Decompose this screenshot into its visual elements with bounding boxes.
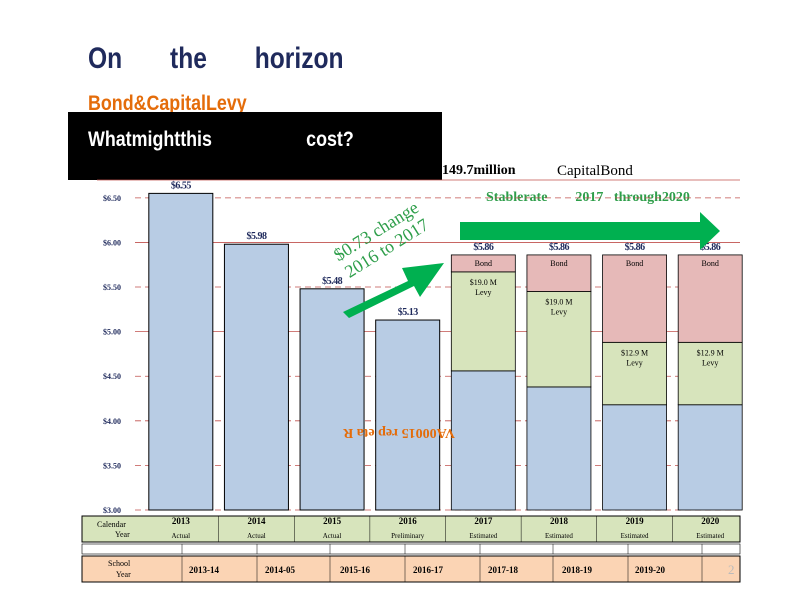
school-year: 2016-17 (413, 565, 443, 575)
bar-bond-segment (677, 254, 743, 343)
levy-segment-label: Levy (702, 358, 718, 367)
y-tick-label: $6.50 (103, 194, 121, 203)
school-year: 2013-14 (189, 565, 219, 575)
bar-levy-segment (526, 291, 592, 388)
stable-rate-note: Stablerate 2017 through2020 (486, 190, 690, 205)
levy-segment-label: Levy (475, 288, 491, 297)
levy-amount-label: $19.0 M (470, 278, 497, 287)
question-text: Whatmightthis cost? (88, 128, 354, 151)
slide-title: On the horizon (88, 42, 344, 75)
calendar-year: 2017 (474, 516, 493, 526)
rotated-rate-label: VA00015 rep eta R (343, 425, 455, 440)
y-axis-ticks: $3.00 $3.50 $4.00 $4.50 $5.00 $5.50 $6.00 $6.50 (103, 194, 121, 515)
bar-value-label: $5.13 (398, 307, 419, 318)
bar-value-label: $5.86 (549, 242, 570, 253)
y-tick-label: $3.00 (103, 506, 121, 515)
levy-segment-label: Levy (626, 358, 642, 367)
bar-base-segment (450, 370, 516, 511)
bond-amount: 149.7million (442, 163, 516, 178)
y-tick-label: $5.00 (103, 328, 121, 337)
calendar-year: 2016 (399, 516, 418, 526)
bar (148, 192, 214, 511)
change-arrow (343, 263, 444, 318)
bar (375, 319, 441, 511)
y-tick-label: $6.00 (103, 238, 121, 247)
bar-bond-segment (602, 254, 667, 343)
bar-value-label: $5.86 (700, 242, 721, 253)
calendar-year: 2014 (247, 516, 266, 526)
bond-segment-label: Bond (550, 259, 567, 268)
bar-levy-segment (677, 341, 743, 406)
school-year: 2019-20 (635, 565, 665, 575)
bar-value-label: $5.86 (473, 242, 494, 253)
calendar-year: 2015 (323, 516, 342, 526)
year-table: CalendarYear2013Actual2014Actual2015Actu… (81, 515, 741, 583)
calendar-header: Year (115, 530, 130, 539)
calendar-status: Actual (323, 532, 342, 540)
levy-amount-label: $19.0 M (545, 297, 572, 306)
calendar-year: 2019 (626, 516, 645, 526)
y-tick-label: $3.50 (103, 461, 121, 470)
calendar-year: 2020 (701, 516, 720, 526)
calendar-header: Calendar (97, 520, 126, 529)
y-tick-label: $4.50 (103, 372, 121, 381)
calendar-status: Actual (171, 532, 190, 540)
school-year: 2018-19 (562, 565, 592, 575)
bond-segment-label: Bond (702, 259, 719, 268)
school-year: 2015-16 (340, 565, 370, 575)
spacer-row (81, 543, 741, 555)
school-row (81, 555, 741, 583)
bar-bond-segment (450, 254, 516, 273)
calendar-status: Estimated (469, 532, 497, 540)
bar-levy-segment (602, 341, 667, 406)
bond-segment-label: Bond (475, 259, 492, 268)
y-tick-label: $4.00 (103, 417, 121, 426)
calendar-status: Estimated (696, 532, 724, 540)
levy-amount-label: $12.9 M (697, 348, 724, 357)
bar (223, 243, 289, 511)
bar-value-label: $6.55 (171, 180, 192, 191)
bar-base-segment (602, 404, 667, 511)
calendar-year: 2018 (550, 516, 569, 526)
calendar-status: Preliminary (391, 532, 425, 540)
bar-base-segment (677, 404, 743, 511)
bar-base-segment (526, 386, 592, 511)
bar-value-label: $5.48 (322, 276, 343, 287)
y-tick-label: $5.50 (103, 283, 121, 292)
school-header: School (108, 559, 131, 568)
bar (299, 288, 365, 511)
capital-bond-label: CapitalBond (557, 163, 633, 179)
bar-value-label: $5.86 (625, 242, 646, 253)
bar-value-label: $5.98 (246, 231, 267, 242)
calendar-year: 2013 (172, 516, 191, 526)
stable-arrow (460, 212, 720, 250)
arrows (343, 212, 720, 318)
school-header: Year (116, 570, 131, 579)
school-year: 2017-18 (488, 565, 518, 575)
school-year: 2014-05 (265, 565, 295, 575)
bar-levy-segment (450, 271, 516, 372)
calendar-status: Actual (247, 532, 266, 540)
page-number: 2 (728, 562, 735, 577)
levy-amount-label: $12.9 M (621, 348, 648, 357)
calendar-status: Estimated (621, 532, 649, 540)
levy-segment-label: Levy (551, 307, 567, 316)
bond-segment-label: Bond (626, 259, 643, 268)
calendar-row (81, 515, 741, 543)
calendar-status: Estimated (545, 532, 573, 540)
bar-bond-segment (526, 254, 592, 292)
redaction-box (68, 112, 442, 180)
slide-subtitle: Bond&CapitalLevy (88, 92, 247, 115)
